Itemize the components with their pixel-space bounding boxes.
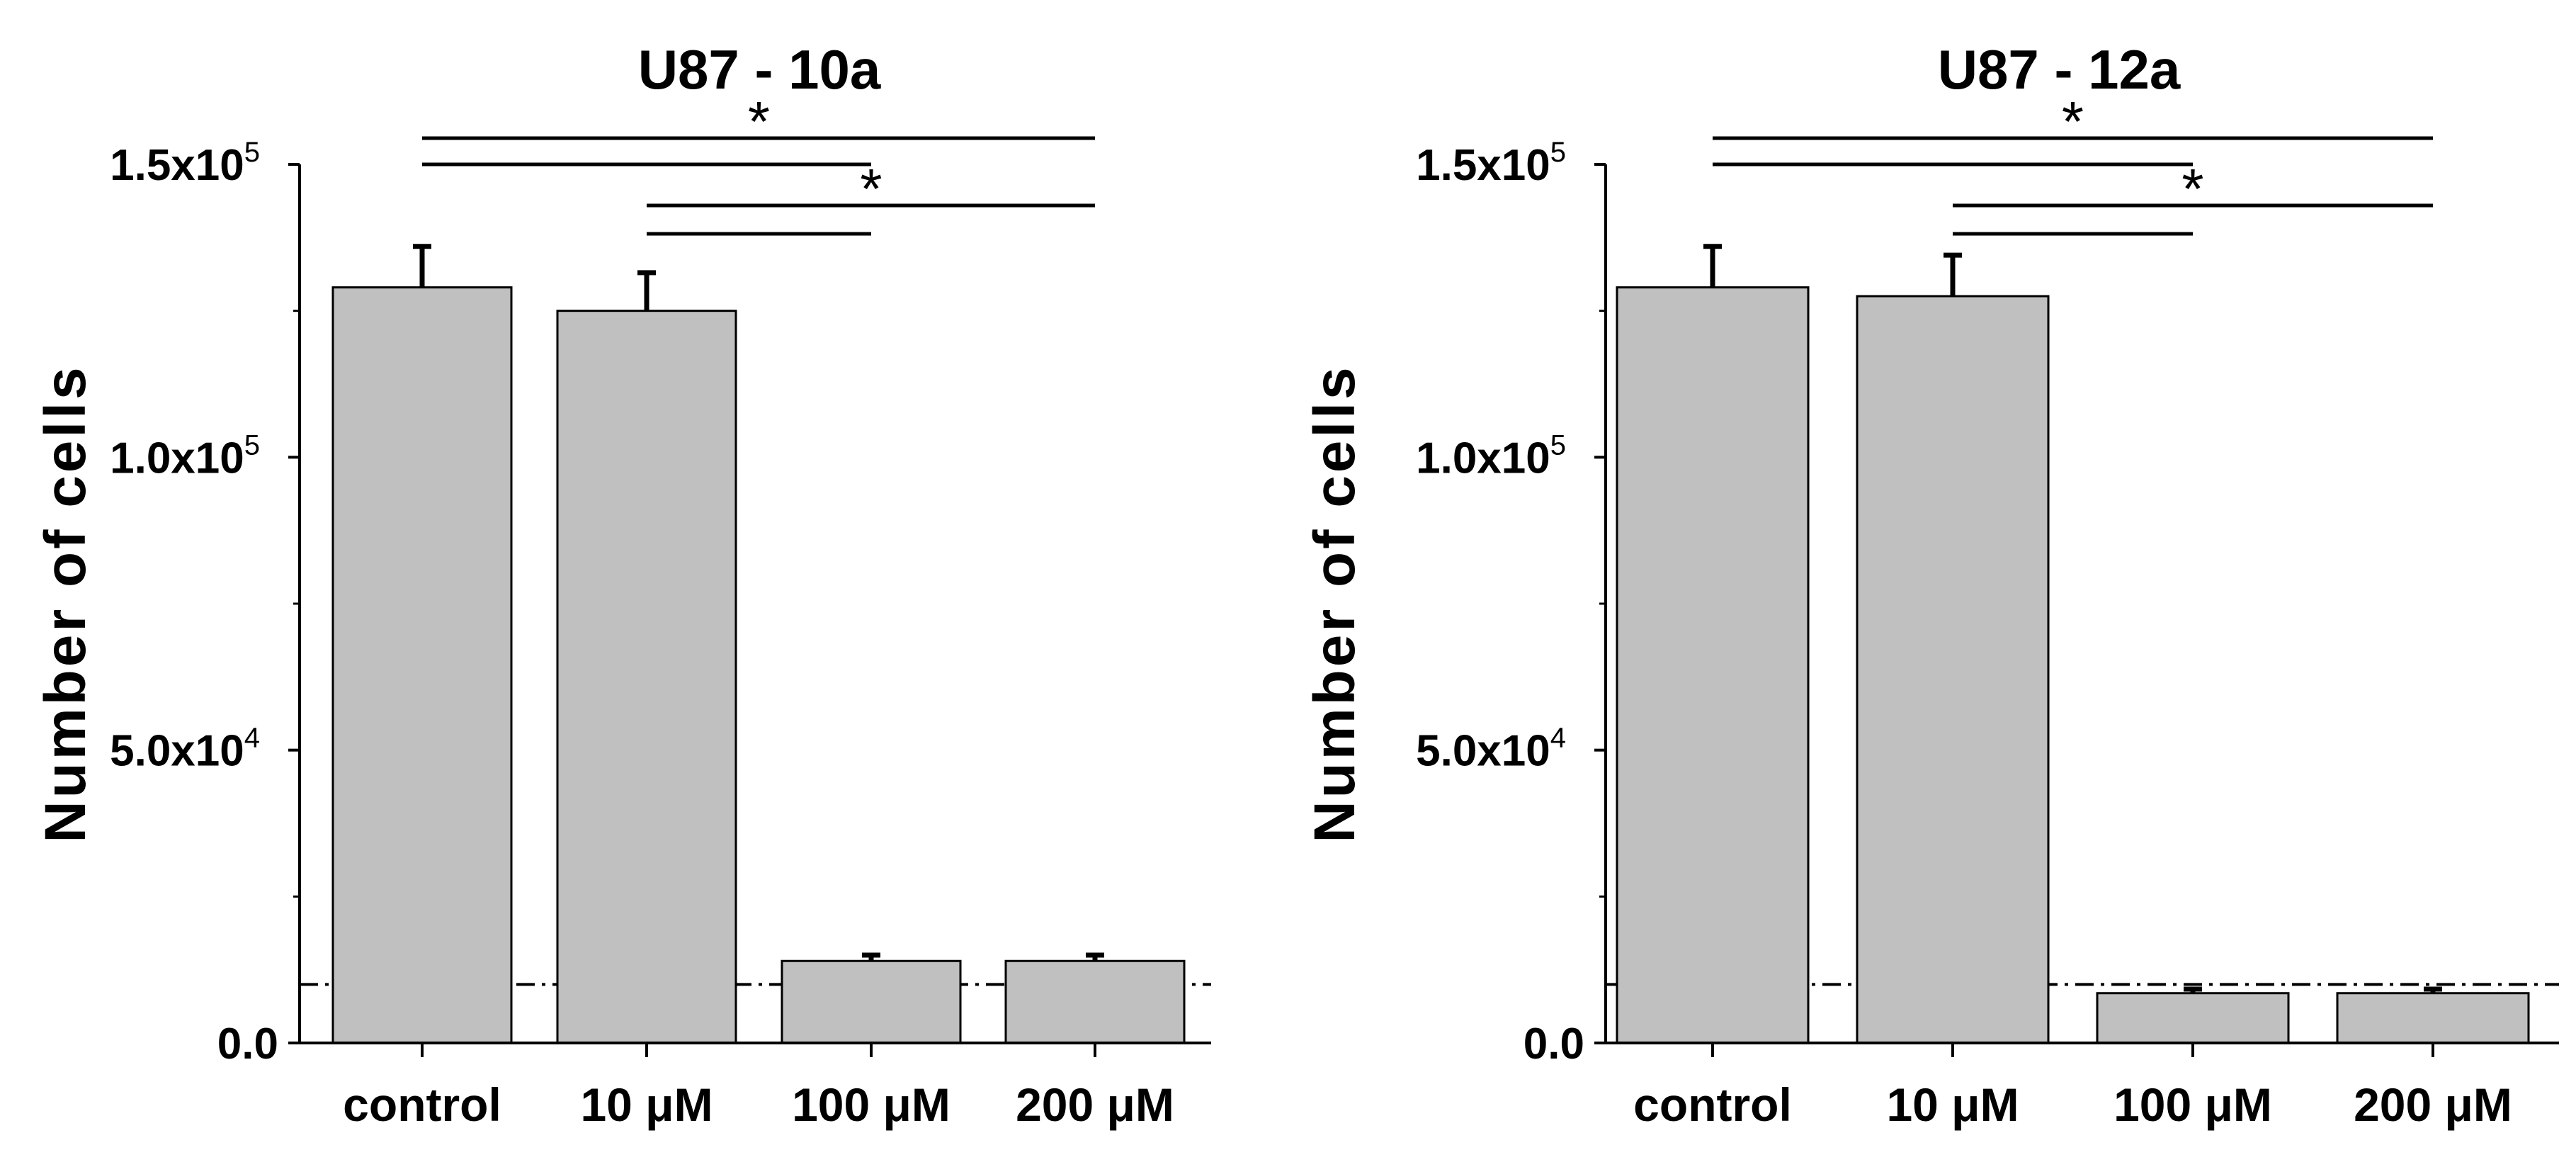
y-axis-label: Number of cells [1303,364,1367,842]
y-tick-label-1: 5.0x104 [1416,723,1566,776]
chart-panel-u87-10a: U87 - 10a Number of cells 0.0 5.0x104 1.0x… [33,38,1211,1131]
chart-title: U87 - 12a [1938,38,2181,101]
x-tick-label-3: 200 μM [2354,1078,2512,1131]
significance-star-0: * [748,90,770,153]
y-tick-label-1: 5.0x104 [110,723,260,776]
significance-star-1: * [860,157,882,220]
bar-0 [331,286,513,1044]
x-tick-label-1: 10 μM [580,1078,713,1131]
y-tick-label-2: 1.0x105 [1416,429,1566,483]
significance-star-1: * [2181,157,2203,220]
bar-2 [2096,992,2290,1044]
y-tick-label-3: 1.5x105 [1416,137,1566,190]
y-tick-label-2: 1.0x105 [110,429,260,483]
bar-0 [1616,286,1810,1044]
x-tick-label-2: 100 μM [2113,1078,2272,1131]
bar-3 [1004,959,1186,1044]
y-tick-label-0: 0.0 [217,1020,278,1068]
x-tick-label-0: control [1633,1078,1792,1131]
y-tick-label-3: 1.5x105 [110,137,260,190]
x-tick-label-2: 100 μM [792,1078,951,1131]
y-tick-label-0: 0.0 [1524,1020,1584,1068]
x-tick-label-3: 200 μM [1016,1078,1174,1131]
chart-title: U87 - 10a [638,38,881,101]
bar-1 [1856,295,2050,1044]
bar-3 [2336,992,2530,1044]
plot-area: 0.0 5.0x104 1.0x105 1.5x105 control 10 μM 100 … [1416,90,2559,1131]
chart-panel-u87-12a: U87 - 12a Number of cells 0.0 5.0x104 1.0x… [1303,38,2559,1131]
y-axis-label: Number of cells [33,364,98,842]
bar-1 [556,310,737,1044]
x-tick-label-0: control [343,1078,501,1131]
plot-area: 0.0 5.0x104 1.0x105 1.5x105 control 10 μM 100 … [110,90,1211,1131]
bar-2 [781,959,962,1044]
x-tick-label-1: 10 μM [1886,1078,2019,1131]
significance-star-0: * [2062,90,2084,153]
